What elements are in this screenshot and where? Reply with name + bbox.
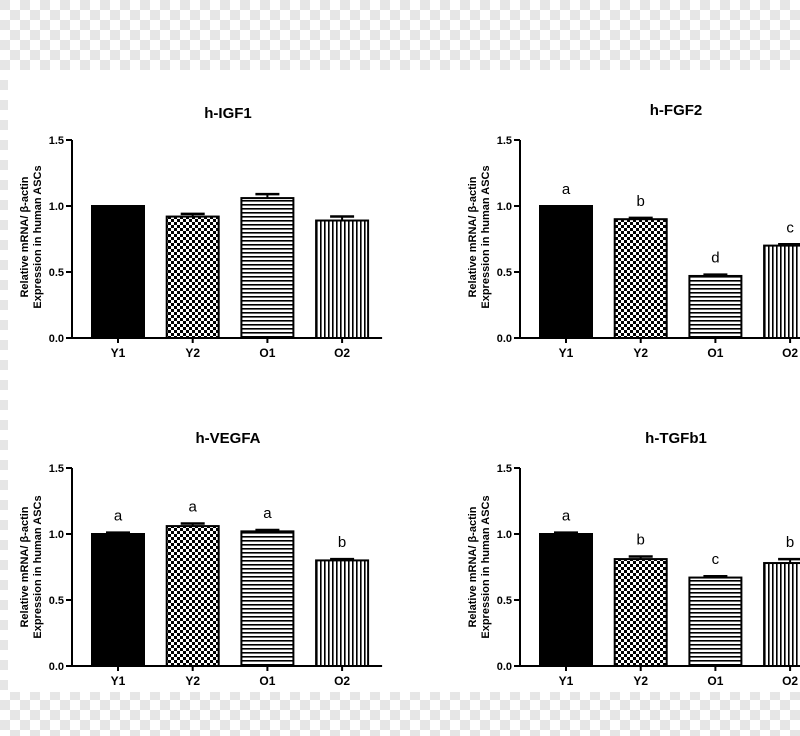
y-axis-label-line1: Relative mRNA/ β-actin: [467, 176, 479, 297]
y-axis-label-line2: Expression in human ASCs: [32, 495, 44, 638]
significance-letter-y2: b: [637, 531, 645, 548]
y-axis-label: Relative mRNA/ β-actinExpression in huma…: [19, 165, 44, 308]
chart-panel-h-tgfb1: h-TGFb1 Relative mRNA/ β-actinExpression …: [467, 430, 800, 688]
y-axis-label: Relative mRNA/ β-actinExpression in huma…: [467, 165, 492, 308]
x-tick-label-y2: Y2: [185, 346, 200, 360]
chart-title: h-VEGFA: [195, 430, 260, 447]
y-tick-label: 1.0: [497, 529, 512, 541]
chart-title: h-FGF2: [650, 102, 703, 119]
y-axis-label-line2: Expression in human ASCs: [480, 495, 492, 638]
bar-y1: [539, 533, 593, 667]
significance-letter-o1: d: [711, 250, 719, 267]
bar-o2: [763, 244, 800, 340]
significance-letter-o1: a: [263, 505, 272, 522]
x-tick-label-y2: Y2: [633, 346, 648, 360]
chart-panel-h-vegfa: h-VEGFA Relative mRNA/ β-actinExpression …: [19, 430, 383, 688]
bar-y1: [91, 205, 145, 339]
chart-title: h-TGFb1: [645, 430, 707, 447]
significance-letter-o2: b: [338, 534, 346, 551]
x-tick-label-o1: O1: [259, 674, 275, 688]
y-tick-label: 0.5: [497, 267, 512, 279]
significance-letter-y1: a: [562, 181, 571, 198]
bar-o2: [315, 559, 370, 668]
y-tick-label: 0.0: [49, 661, 64, 673]
x-tick-label-o2: O2: [782, 346, 798, 360]
y-axis-label: Relative mRNA/ β-actinExpression in huma…: [19, 495, 44, 638]
y-tick-label: 1.0: [497, 201, 512, 213]
x-tick-label-y1: Y1: [111, 674, 126, 688]
y-axis-label-line1: Relative mRNA/ β-actin: [19, 176, 31, 297]
bar-o1: [240, 530, 295, 667]
significance-letter-o2: b: [786, 534, 794, 551]
bar-o1: [688, 274, 743, 339]
y-tick-label: 1.5: [497, 463, 512, 475]
y-tick-label: 1.0: [49, 201, 64, 213]
y-tick-label: 0.5: [49, 267, 64, 279]
x-tick-label-o1: O1: [707, 346, 723, 360]
y-tick-label: 1.5: [497, 135, 512, 147]
y-tick-label: 0.5: [49, 595, 64, 607]
chart-panel-h-igf1: h-IGF1 Relative mRNA/ β-actinExpression i…: [19, 105, 383, 360]
y-tick-label: 1.5: [49, 463, 64, 475]
x-tick-label-y1: Y1: [111, 346, 126, 360]
y-tick-label: 0.5: [497, 595, 512, 607]
x-tick-label-y1: Y1: [559, 346, 574, 360]
chart-title: h-IGF1: [204, 105, 252, 122]
x-tick-label-o2: O2: [334, 674, 350, 688]
y-axis-label-line1: Relative mRNA/ β-actin: [19, 506, 31, 627]
y-tick-label: 0.0: [49, 333, 64, 345]
y-tick-label: 0.0: [497, 333, 512, 345]
x-tick-label-o2: O2: [782, 674, 798, 688]
significance-letter-o2: c: [786, 219, 794, 236]
significance-letter-y2: b: [637, 193, 645, 210]
y-axis-label: Relative mRNA/ β-actinExpression in huma…: [467, 495, 492, 638]
x-tick-label-y2: Y2: [633, 674, 648, 688]
bar-y1: [539, 205, 593, 339]
bar-o2: [315, 219, 370, 340]
chart-panel-h-fgf2: h-FGF2 Relative mRNA/ β-actinExpression i…: [467, 102, 800, 360]
bar-y2: [165, 215, 220, 339]
bar-y1: [91, 533, 145, 667]
significance-letter-y2: a: [189, 498, 198, 515]
x-tick-label-y2: Y2: [185, 674, 200, 688]
significance-letter-y1: a: [114, 508, 123, 525]
y-axis-label-line2: Expression in human ASCs: [480, 165, 492, 308]
x-tick-label-y1: Y1: [559, 674, 574, 688]
bar-y2: [613, 558, 668, 668]
x-tick-label-o2: O2: [334, 346, 350, 360]
bar-y2: [613, 218, 668, 339]
bar-o1: [688, 576, 743, 667]
bar-o2: [763, 562, 800, 667]
y-axis-label-line1: Relative mRNA/ β-actin: [467, 506, 479, 627]
bar-y2: [165, 525, 220, 668]
y-tick-label: 0.0: [497, 661, 512, 673]
significance-letter-o1: c: [712, 551, 720, 568]
y-tick-label: 1.0: [49, 529, 64, 541]
y-axis-label-line2: Expression in human ASCs: [32, 165, 44, 308]
x-tick-label-o1: O1: [707, 674, 723, 688]
significance-letter-y1: a: [562, 508, 571, 525]
bar-o1: [240, 197, 295, 339]
x-tick-label-o1: O1: [259, 346, 275, 360]
y-tick-label: 1.5: [49, 135, 64, 147]
